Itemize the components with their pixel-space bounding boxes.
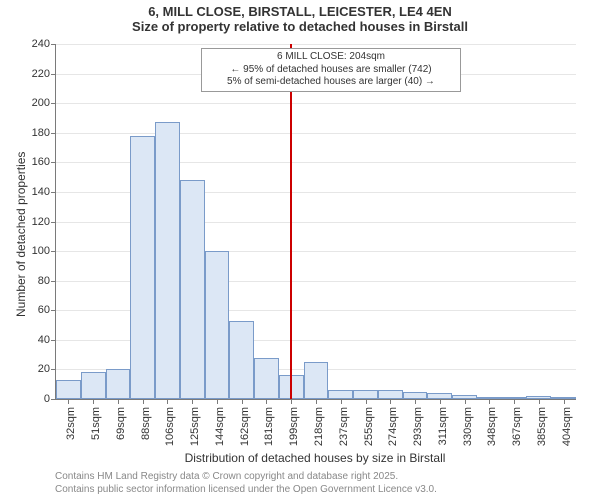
- y-tick-label: 0: [44, 393, 56, 405]
- x-tick-label: 88sqm: [140, 407, 152, 440]
- y-tick-label: 120: [32, 216, 56, 228]
- histogram-bar: [254, 358, 279, 399]
- x-tick-mark: [564, 399, 565, 404]
- annotation-line: 6 MILL CLOSE: 204sqm: [206, 51, 456, 64]
- gridline: [56, 133, 576, 134]
- y-tick-label: 60: [38, 304, 56, 316]
- x-tick-mark: [465, 399, 466, 404]
- x-tick-mark: [489, 399, 490, 404]
- histogram-bar: [106, 369, 131, 399]
- x-tick-label: 106sqm: [164, 407, 176, 446]
- histogram-bar: [353, 390, 378, 399]
- annotation-line: ← 95% of detached houses are smaller (74…: [206, 64, 456, 77]
- x-tick-mark: [217, 399, 218, 404]
- x-tick-mark: [341, 399, 342, 404]
- x-tick-label: 32sqm: [65, 407, 77, 440]
- x-tick-mark: [514, 399, 515, 404]
- x-tick-mark: [68, 399, 69, 404]
- annotation-line: 5% of semi-detached houses are larger (4…: [206, 76, 456, 89]
- x-tick-mark: [390, 399, 391, 404]
- x-tick-label: 348sqm: [486, 407, 498, 446]
- y-tick-label: 240: [32, 38, 56, 50]
- x-tick-mark: [539, 399, 540, 404]
- histogram-bar: [205, 251, 230, 399]
- histogram-bar: [81, 372, 106, 399]
- x-tick-mark: [118, 399, 119, 404]
- x-tick-label: 144sqm: [214, 407, 226, 446]
- x-tick-mark: [93, 399, 94, 404]
- histogram-bar: [229, 321, 254, 399]
- y-tick-label: 140: [32, 186, 56, 198]
- histogram-bar: [403, 392, 428, 399]
- x-tick-label: 385sqm: [536, 407, 548, 446]
- y-tick-label: 220: [32, 68, 56, 80]
- x-tick-mark: [291, 399, 292, 404]
- x-tick-label: 199sqm: [288, 407, 300, 446]
- x-tick-label: 218sqm: [313, 407, 325, 446]
- chart-title-line2: Size of property relative to detached ho…: [0, 19, 600, 34]
- x-tick-label: 367sqm: [511, 407, 523, 446]
- x-tick-label: 311sqm: [437, 407, 449, 445]
- y-tick-label: 20: [38, 363, 56, 375]
- reference-line: [290, 44, 292, 399]
- chart-title-line1: 6, MILL CLOSE, BIRSTALL, LEICESTER, LE4 …: [0, 4, 600, 19]
- x-tick-mark: [440, 399, 441, 404]
- x-tick-label: 162sqm: [239, 407, 251, 446]
- x-tick-label: 69sqm: [115, 407, 127, 440]
- x-tick-label: 181sqm: [263, 407, 275, 446]
- histogram-bar: [155, 122, 180, 399]
- y-tick-label: 100: [32, 245, 56, 257]
- chart-container: 6, MILL CLOSE, BIRSTALL, LEICESTER, LE4 …: [0, 0, 600, 500]
- x-tick-label: 237sqm: [338, 407, 350, 446]
- x-axis-title: Distribution of detached houses by size …: [55, 451, 575, 465]
- x-tick-mark: [366, 399, 367, 404]
- y-tick-label: 160: [32, 156, 56, 168]
- x-tick-mark: [415, 399, 416, 404]
- footer-line2: Contains public sector information licen…: [55, 483, 437, 496]
- histogram-bar: [180, 180, 205, 399]
- gridline: [56, 44, 576, 45]
- x-tick-mark: [316, 399, 317, 404]
- x-tick-label: 255sqm: [363, 407, 375, 446]
- x-tick-label: 293sqm: [412, 407, 424, 446]
- histogram-bar: [304, 362, 329, 399]
- x-tick-label: 51sqm: [90, 407, 102, 440]
- plot-area: 02040608010012014016018020022024032sqm51…: [55, 44, 576, 400]
- y-tick-label: 80: [38, 275, 56, 287]
- x-tick-mark: [266, 399, 267, 404]
- annotation-box: 6 MILL CLOSE: 204sqm← 95% of detached ho…: [201, 48, 461, 92]
- footer-line1: Contains HM Land Registry data © Crown c…: [55, 470, 437, 483]
- y-tick-label: 200: [32, 97, 56, 109]
- x-tick-mark: [192, 399, 193, 404]
- x-tick-label: 125sqm: [189, 407, 201, 446]
- histogram-bar: [378, 390, 403, 399]
- y-tick-label: 180: [32, 127, 56, 139]
- x-tick-mark: [143, 399, 144, 404]
- x-tick-label: 330sqm: [462, 407, 474, 446]
- x-tick-label: 404sqm: [561, 407, 573, 446]
- x-tick-mark: [167, 399, 168, 404]
- histogram-bar: [328, 390, 353, 399]
- y-tick-label: 40: [38, 334, 56, 346]
- gridline: [56, 103, 576, 104]
- x-tick-mark: [242, 399, 243, 404]
- histogram-bar: [130, 136, 155, 399]
- footer-attribution: Contains HM Land Registry data © Crown c…: [55, 470, 437, 496]
- y-axis-title: Number of detached properties: [14, 151, 28, 316]
- x-tick-label: 274sqm: [387, 407, 399, 446]
- histogram-bar: [56, 380, 81, 399]
